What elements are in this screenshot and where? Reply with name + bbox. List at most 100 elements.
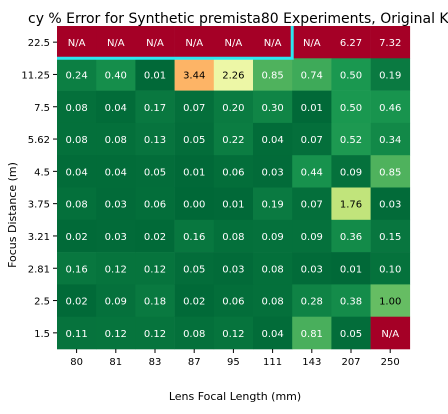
cell-value-label: 0.01 bbox=[183, 167, 205, 178]
cell-value-label: N/A bbox=[68, 38, 86, 49]
cell-value-label: 0.44 bbox=[301, 167, 323, 178]
cell-value-label: 0.03 bbox=[379, 200, 401, 211]
cell-value-label: 0.08 bbox=[183, 329, 205, 340]
cell-value-label: N/A bbox=[303, 38, 321, 49]
y-axis: 22.511.257.55.624.53.753.212.812.51.5 bbox=[21, 38, 57, 340]
x-tick-label: 80 bbox=[70, 357, 83, 368]
cell-value-label: 0.02 bbox=[183, 297, 205, 308]
cell-value-label: 0.09 bbox=[340, 167, 362, 178]
cell-value-label: 0.03 bbox=[301, 264, 323, 275]
cell-value-label: 0.17 bbox=[144, 103, 166, 114]
cell-value-label: 0.06 bbox=[222, 167, 244, 178]
cell-value-label: 0.08 bbox=[261, 264, 283, 275]
cell-value-label: 0.34 bbox=[379, 135, 401, 146]
cell-value-label: 0.12 bbox=[105, 264, 127, 275]
cell-value-label: 0.05 bbox=[183, 264, 205, 275]
cell-value-label: N/A bbox=[107, 38, 125, 49]
cell-value-label: 0.06 bbox=[222, 297, 244, 308]
x-tick-label: 81 bbox=[109, 357, 122, 368]
cell-value-label: 0.24 bbox=[65, 70, 87, 81]
cell-value-label: 0.81 bbox=[301, 329, 323, 340]
cell-value-label: 0.16 bbox=[65, 264, 87, 275]
x-tick-label: 111 bbox=[263, 357, 282, 368]
cell-value-label: 1.76 bbox=[340, 200, 362, 211]
cell-value-label: 0.07 bbox=[301, 200, 323, 211]
cell-value-label: 0.74 bbox=[301, 70, 323, 81]
cell-value-label: 0.08 bbox=[105, 135, 127, 146]
cell-value-label: 0.46 bbox=[379, 103, 401, 114]
cell-value-label: 0.52 bbox=[340, 135, 362, 146]
cell-value-label: 0.05 bbox=[340, 329, 362, 340]
y-tick-label: 11.25 bbox=[21, 70, 50, 81]
x-tick-label: 95 bbox=[227, 357, 240, 368]
cell-value-label: 0.12 bbox=[222, 329, 244, 340]
cell-value-label: 0.16 bbox=[183, 232, 205, 243]
cell-value-label: 0.06 bbox=[144, 200, 166, 211]
cell-value-label: 0.18 bbox=[144, 297, 166, 308]
y-tick-label: 5.62 bbox=[28, 135, 50, 146]
cell-value-label: N/A bbox=[264, 38, 282, 49]
cell-value-label: 1.00 bbox=[379, 297, 401, 308]
cell-value-label: 0.04 bbox=[105, 167, 127, 178]
y-axis-label: Focus Distance (m) bbox=[6, 162, 19, 268]
y-tick-label: 2.81 bbox=[28, 264, 50, 275]
cell-value-label: 0.00 bbox=[183, 200, 205, 211]
y-tick-label: 7.5 bbox=[34, 103, 50, 114]
cell-value-label: 0.03 bbox=[105, 232, 127, 243]
cell-value-label: N/A bbox=[146, 38, 164, 49]
cell-value-label: 0.04 bbox=[65, 167, 87, 178]
x-tick-label: 250 bbox=[381, 357, 400, 368]
y-tick-label: 1.5 bbox=[34, 329, 50, 340]
cell-value-label: 0.07 bbox=[183, 103, 205, 114]
chart-title: cy % Error for Synthetic premista80 Expe… bbox=[28, 11, 448, 27]
cell-value-label: N/A bbox=[185, 38, 203, 49]
cell-value-label: 0.19 bbox=[379, 70, 401, 81]
x-tick-label: 83 bbox=[149, 357, 162, 368]
cell-value-label: 0.01 bbox=[301, 103, 323, 114]
cell-value-label: 0.02 bbox=[65, 232, 87, 243]
x-axis: 80 81 83 87 95 111 143 207 250 bbox=[70, 349, 400, 368]
cell-value-label: 0.19 bbox=[261, 200, 283, 211]
cell-value-label: 0.10 bbox=[379, 264, 401, 275]
cell-value-label: 0.05 bbox=[144, 167, 166, 178]
cell-value-label: 0.20 bbox=[222, 103, 244, 114]
cell-value-label: 0.08 bbox=[65, 103, 87, 114]
cell-value-label: 0.03 bbox=[222, 264, 244, 275]
cell-value-label: 0.11 bbox=[65, 329, 87, 340]
cell-value-label: 0.09 bbox=[301, 232, 323, 243]
cell-value-label: 0.50 bbox=[340, 70, 362, 81]
cell-value-label: 0.03 bbox=[261, 167, 283, 178]
cell-value-label: 0.40 bbox=[105, 70, 127, 81]
cell-value-label: 0.30 bbox=[261, 103, 283, 114]
cell-value-label: 0.08 bbox=[222, 232, 244, 243]
cell-value-label: 0.36 bbox=[340, 232, 362, 243]
x-axis-label: Lens Focal Length (mm) bbox=[169, 390, 301, 403]
cell-value-label: 0.05 bbox=[183, 135, 205, 146]
cell-value-label: 0.02 bbox=[144, 232, 166, 243]
cell-value-label: N/A bbox=[381, 329, 399, 340]
y-tick-label: 2.5 bbox=[34, 297, 50, 308]
cell-value-label: 7.32 bbox=[379, 38, 401, 49]
cell-value-label: 0.22 bbox=[222, 135, 244, 146]
cell-value-label: 2.26 bbox=[222, 70, 244, 81]
cell-value-label: 6.27 bbox=[340, 38, 362, 49]
x-tick-label: 143 bbox=[302, 357, 321, 368]
x-tick-label: 87 bbox=[188, 357, 201, 368]
cell-value-label: 0.12 bbox=[144, 264, 166, 275]
cell-value-label: 0.01 bbox=[222, 200, 244, 211]
cell-value-label: 0.85 bbox=[379, 167, 401, 178]
cell-value-label: 0.15 bbox=[379, 232, 401, 243]
cell-value-label: 0.08 bbox=[261, 297, 283, 308]
cell-value-label: 0.12 bbox=[105, 329, 127, 340]
cell-value-label: 0.28 bbox=[301, 297, 323, 308]
y-tick-label: 4.5 bbox=[34, 167, 50, 178]
y-tick-label: 3.75 bbox=[28, 200, 50, 211]
cell-value-label: N/A bbox=[225, 38, 243, 49]
cell-value-label: 0.04 bbox=[105, 103, 127, 114]
cell-value-label: 0.85 bbox=[261, 70, 283, 81]
cell-value-label: 0.08 bbox=[65, 200, 87, 211]
cell-value-label: 0.04 bbox=[261, 135, 283, 146]
cell-value-label: 0.08 bbox=[65, 135, 87, 146]
cell-value-label: 0.12 bbox=[144, 329, 166, 340]
